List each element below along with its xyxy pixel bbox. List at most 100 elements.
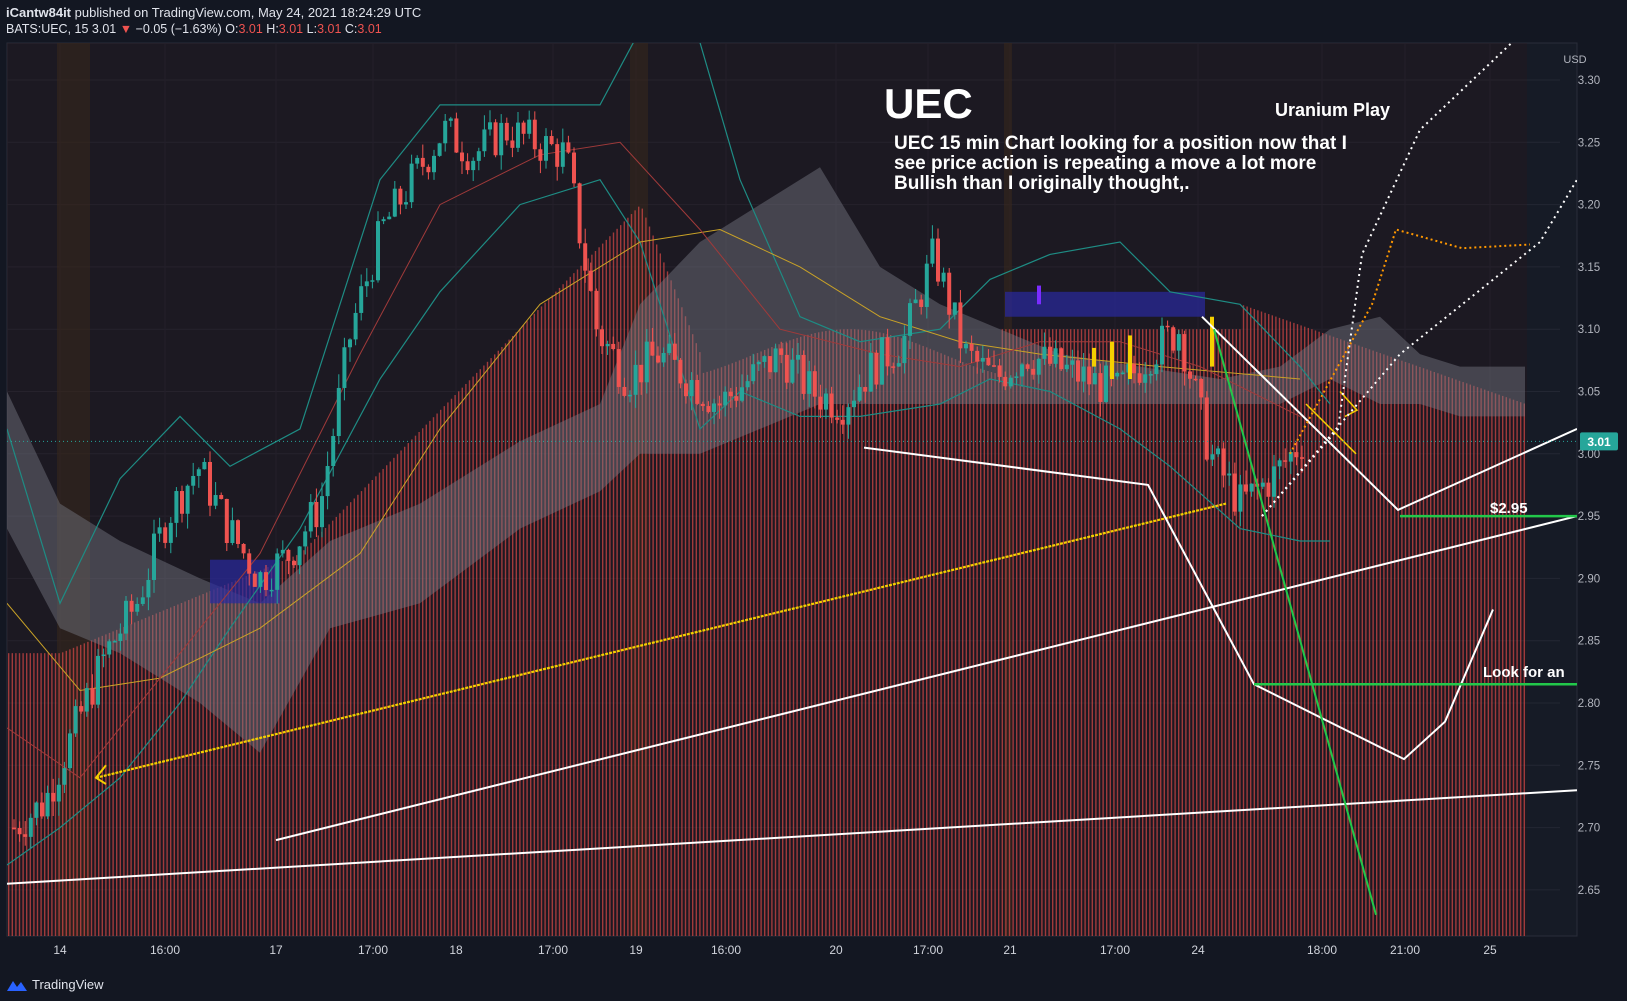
volume-bar: [1358, 345, 1360, 936]
time-tick-label: 25: [1483, 943, 1497, 957]
volume-bar: [533, 313, 535, 936]
candle-body: [1042, 346, 1047, 359]
candle-body: [1160, 325, 1164, 365]
volume-bar: [76, 646, 78, 936]
candle-body: [471, 160, 476, 171]
candle-body: [1132, 363, 1136, 374]
volume-bar: [1091, 329, 1093, 936]
volume-bar: [1426, 369, 1428, 936]
time-tick-label: 21: [1003, 943, 1017, 957]
volume-bar: [1430, 370, 1432, 936]
candle-body: [762, 356, 767, 362]
volume-bar: [227, 583, 229, 936]
volume-bar: [393, 457, 395, 936]
author-name[interactable]: iCantw84it: [6, 5, 72, 20]
candle-body: [768, 356, 772, 373]
volume-bar: [688, 325, 690, 936]
cloud-blue-patch: [1005, 291, 1205, 317]
candle-body: [560, 142, 565, 167]
candle-body: [112, 641, 117, 643]
candle-body: [168, 522, 173, 543]
volume-bar: [1217, 329, 1219, 936]
candle-body: [1059, 348, 1064, 370]
volume-bar: [890, 334, 892, 936]
note-line-1: UEC 15 min Chart looking for a position …: [894, 133, 1347, 154]
volume-bar: [1008, 329, 1011, 936]
volume-bar: [897, 337, 899, 936]
volume-bar: [332, 520, 334, 936]
candle-body: [432, 155, 436, 173]
candle-body: [1283, 460, 1288, 462]
cloud-area: [7, 167, 1525, 753]
price-axis[interactable]: 3.30 3.25 3.20 3.15 3.10 3.05 3.00 2.95 2.90 2.85…: [1578, 75, 1618, 897]
volume-bar: [760, 351, 762, 936]
volume-bar: [1214, 329, 1216, 936]
volume-bar: [562, 284, 564, 936]
volume-bar: [1077, 329, 1079, 936]
volume-bar: [1174, 329, 1176, 936]
volume-bar: [717, 368, 719, 936]
volume-bar: [1066, 329, 1068, 936]
volume-bar: [1494, 393, 1497, 936]
volume-bar: [936, 351, 939, 936]
volume-bar: [1473, 385, 1475, 936]
volume-bar: [648, 226, 651, 936]
volume-bar: [44, 653, 46, 936]
candle-body: [600, 329, 604, 347]
volume-bar: [324, 528, 327, 936]
candle-body: [1232, 473, 1237, 512]
volume-bar: [677, 298, 679, 936]
published-text: published on TradingView.com, May 24, 20…: [74, 5, 422, 20]
time-axis[interactable]: 14 16:00 17 17:00 18 17:00 19 16:00 20 17:00 21 17:…: [53, 943, 1497, 957]
candle-body: [107, 641, 112, 655]
candle-body: [1048, 346, 1052, 364]
volume-bar: [1466, 383, 1468, 936]
note-line-2: see price action is repeating a move a l…: [894, 153, 1316, 174]
tradingview-brand[interactable]: TradingView: [6, 977, 104, 992]
candle-body: [588, 270, 593, 291]
candle-body: [96, 655, 100, 705]
volume-bar: [584, 262, 586, 936]
candle-body: [1266, 482, 1271, 497]
candle-body: [734, 396, 739, 401]
candle-body: [280, 549, 285, 554]
volume-bar: [11, 653, 13, 936]
volume-bar: [1408, 363, 1410, 936]
volume-bar: [422, 428, 424, 936]
volume-bar: [1016, 329, 1018, 936]
volume-bar: [512, 335, 514, 936]
symbol-label[interactable]: BATS:UEC, 15: [6, 22, 89, 36]
volume-bar: [1095, 329, 1097, 936]
candle-body: [667, 343, 672, 353]
candle-body: [751, 364, 756, 382]
candle-body: [952, 302, 957, 315]
volume-bar: [1336, 337, 1338, 936]
candle-body: [40, 802, 44, 817]
candle-body: [303, 531, 308, 547]
price-chart[interactable]: 14 16:00 17 17:00 18 17:00 19 16:00 20 17:00 21 17:…: [0, 0, 1627, 970]
candle-body: [1165, 325, 1170, 328]
volume-bar: [526, 321, 528, 936]
time-tick-label: 20: [829, 943, 843, 957]
volume-bar: [1365, 348, 1367, 936]
volume-bar: [1052, 329, 1054, 936]
candle-body: [208, 461, 212, 506]
volume-bar: [180, 602, 183, 936]
volume-bar: [1451, 378, 1453, 936]
candle-body: [745, 381, 750, 388]
volume-bar: [440, 409, 442, 936]
volume-bar: [126, 625, 129, 936]
volume-bar: [1206, 329, 1209, 936]
candle-body: [443, 120, 448, 144]
volume-bar: [616, 228, 618, 936]
trend-drawings[interactable]: [7, 30, 1577, 916]
volume-bar: [1073, 329, 1075, 936]
candle-body: [1104, 365, 1108, 402]
current-price-label: 3.01: [1587, 435, 1611, 449]
candle-body: [73, 706, 78, 734]
volume-bar: [134, 622, 136, 936]
volume-bar: [1037, 329, 1039, 936]
volume-bar: [832, 330, 834, 936]
candle-body: [577, 183, 582, 244]
volume-bar: [33, 653, 35, 936]
